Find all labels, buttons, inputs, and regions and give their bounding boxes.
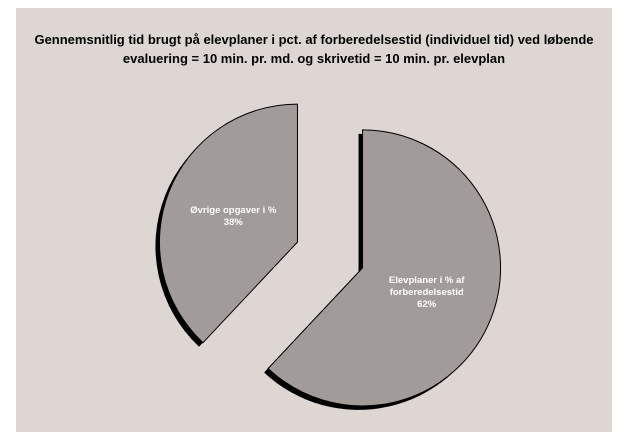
slice-category: Øvrige opgaver i % [190,204,277,216]
slice-value: 38% [223,216,243,228]
slice-value: 62% [417,299,437,311]
chart-title: Gennemsnitlig tid brugt på elevplaner i … [34,32,594,66]
slice-category: Elevplaner i % af forberedelsestid [388,275,465,299]
slice-label: Øvrige opgaver i % 38% [178,205,288,229]
slice [267,129,502,407]
slice-label: Elevplaner i % af forberedelsestid 62% [372,275,482,311]
slice [159,103,298,344]
